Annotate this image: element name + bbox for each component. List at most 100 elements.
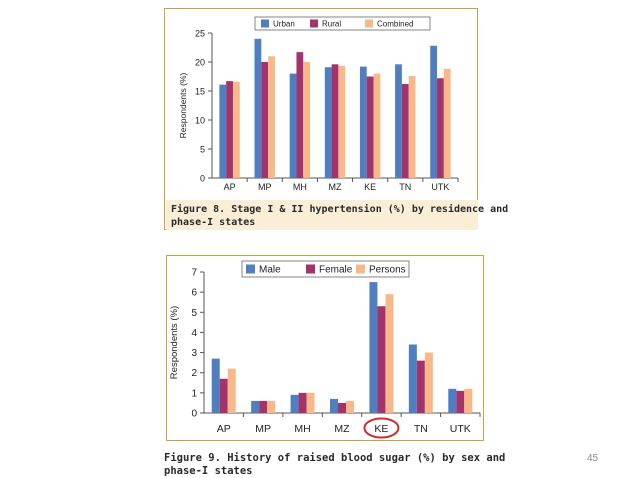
fig8-bar-rural-mz — [331, 64, 339, 178]
fig9-x-tick-label-ke: KE — [374, 423, 388, 435]
fig8-bar-rural-mh — [296, 52, 304, 178]
fig8-bar-combined-ke — [373, 73, 381, 178]
fig9-bar-female-ap — [219, 378, 228, 413]
fig8-x-tick-label-utk: UTK — [431, 182, 449, 192]
fig9-bar-persons-mh — [306, 392, 315, 413]
figure-9-chart: 0 1 2 3 4 5 6 7 Respondents (%) AP MP MH MZ KE TN UTK Ma… — [166, 255, 484, 441]
fig9-bar-male-mh — [290, 394, 299, 413]
fig8-y-tick-label: 5 — [200, 145, 205, 155]
fig9-bar-female-tn — [416, 360, 425, 413]
figure-8-caption: Figure 8. Stage I & II hypertension (%) … — [171, 203, 509, 229]
fig8-bar-combined-ap — [232, 81, 240, 178]
fig8-bar-combined-mp — [268, 56, 275, 179]
fig8-x-tick-label-mh: MH — [293, 182, 307, 192]
fig8-y-tick-label: 0 — [200, 174, 205, 184]
figure-8-caption-line-1: Figure 8. Stage I & II hypertension (%) … — [171, 204, 509, 215]
fig9-y-tick-label: 2 — [191, 368, 197, 379]
fig9-bar-male-ke — [369, 282, 378, 413]
fig9-legend-swatch-female — [306, 264, 315, 274]
fig9-x-tick-label-mh: MH — [294, 423, 310, 435]
fig8-bar-rural-ke — [366, 76, 374, 178]
fig9-bar-male-tn — [408, 344, 417, 413]
fig8-x-tick-label-ap: AP — [224, 182, 236, 192]
figure-8-chart: 0 5 10 15 20 25 Respondents (%) AP MP MH MZ KE TN UTK… — [164, 8, 478, 230]
fig9-bar-persons-utk — [464, 388, 473, 413]
fig8-bar-urban-ke — [359, 66, 367, 178]
fig9-bar-persons-ap — [227, 368, 236, 413]
fig9-bar-female-mh — [298, 392, 307, 413]
fig9-y-tick-label: 6 — [191, 288, 197, 299]
fig8-bar-urban-mh — [289, 73, 297, 178]
fig8-y-axis-label: Respondents (%) — [178, 72, 188, 138]
fig9-bar-persons-mz — [346, 400, 354, 413]
fig9-legend-label-male: Male — [259, 265, 281, 276]
fig8-bar-urban-tn — [395, 64, 402, 178]
fig8-y-tick-label: 10 — [195, 116, 205, 126]
fig9-x-tick-label-mp: MP — [255, 423, 271, 435]
fig9-y-axis-label: Respondents (%) — [169, 306, 180, 379]
fig9-bar-persons-mp — [267, 400, 276, 413]
fig9-highlight-circle — [363, 417, 400, 439]
fig8-legend-swatch-urban — [261, 19, 269, 28]
figure-8-caption-band — [166, 200, 478, 230]
figure-9-caption: Figure 9. History of raised blood sugar … — [164, 452, 506, 478]
fig9-x-tick-label-tn: TN — [414, 423, 428, 435]
fig9-y-tick-label: 7 — [191, 268, 197, 279]
fig9-bar-male-mz — [330, 398, 338, 413]
fig9-bar-persons-tn — [424, 352, 433, 413]
fig9-legend-swatch-persons — [356, 264, 365, 274]
fig9-bar-female-mp — [259, 400, 268, 413]
fig8-bar-rural-mp — [261, 62, 269, 178]
fig8-x-tick-label-mz: MZ — [329, 182, 342, 192]
figure-9-caption-line-1: Figure 9. History of raised blood sugar … — [164, 452, 506, 464]
fig8-bar-urban-mz — [324, 67, 332, 178]
fig8-bar-rural-ap — [226, 81, 233, 178]
fig8-bar-combined-tn — [408, 75, 416, 178]
fig8-y-tick-label: 25 — [195, 29, 205, 39]
fig8-bar-urban-utk — [430, 45, 438, 179]
fig8-legend-label-urban: Urban — [273, 19, 295, 28]
fig8-bar-combined-utk — [443, 68, 451, 178]
fig8-x-tick-label-mp: MP — [258, 182, 272, 192]
fig9-legend-swatch-male — [246, 264, 255, 274]
fig9-bar-female-mz — [338, 402, 346, 413]
fig9-bar-persons-ke — [385, 294, 394, 413]
figure-8-caption-line-2: phase-I states — [171, 217, 256, 228]
fig8-legend-swatch-combined — [365, 19, 373, 28]
fig8-legend-label-rural: Rural — [322, 19, 341, 28]
page-number: 45 — [587, 453, 599, 464]
fig9-bar-male-ap — [211, 358, 220, 413]
figure-9-caption-line-2: phase-I states — [164, 465, 253, 477]
figure-9-chart-svg: 0 1 2 3 4 5 6 7 Respondents (%) AP MP MH MZ KE TN UTK Ma… — [166, 255, 484, 441]
fig8-bar-rural-tn — [401, 84, 409, 178]
fig9-bar-male-utk — [448, 388, 457, 413]
fig9-legend-label-persons: Persons — [369, 265, 406, 276]
fig9-y-tick-label: 4 — [191, 328, 197, 339]
fig8-bar-urban-mp — [254, 38, 262, 178]
fig8-legend-label-combined: Combined — [377, 19, 413, 28]
fig9-x-tick-label-utk: UTK — [450, 423, 471, 435]
fig8-legend-box — [254, 16, 431, 31]
fig9-y-tick-label: 0 — [191, 409, 197, 420]
fig8-legend-swatch-rural — [310, 19, 318, 28]
fig8-y-tick-label: 15 — [195, 87, 205, 97]
fig8-frame — [164, 8, 478, 230]
fig8-x-tick-label-ke: KE — [364, 182, 376, 192]
fig9-bar-female-ke — [377, 306, 386, 413]
fig9-bar-male-mp — [251, 400, 260, 413]
fig9-x-tick-label-mz: MZ — [334, 423, 350, 435]
fig9-legend-box — [241, 260, 410, 278]
fig9-legend-label-female: Female — [319, 265, 353, 276]
fig9-x-tick-label-ap: AP — [217, 423, 231, 435]
fig8-bar-combined-mz — [338, 66, 346, 178]
figure-8-chart-svg: 0 5 10 15 20 25 Respondents (%) AP MP MH MZ KE TN UTK… — [164, 8, 478, 230]
fig9-y-tick-label: 3 — [191, 348, 197, 359]
fig9-y-tick-label: 1 — [191, 388, 197, 399]
fig9-y-tick-label: 5 — [191, 308, 197, 319]
fig9-bar-female-utk — [456, 390, 465, 413]
fig8-bar-combined-mh — [303, 62, 311, 178]
fig8-y-tick-label: 20 — [195, 58, 205, 68]
fig8-x-tick-label-tn: TN — [399, 182, 411, 192]
fig8-bar-rural-utk — [437, 78, 444, 178]
fig8-bar-urban-ap — [219, 84, 227, 178]
